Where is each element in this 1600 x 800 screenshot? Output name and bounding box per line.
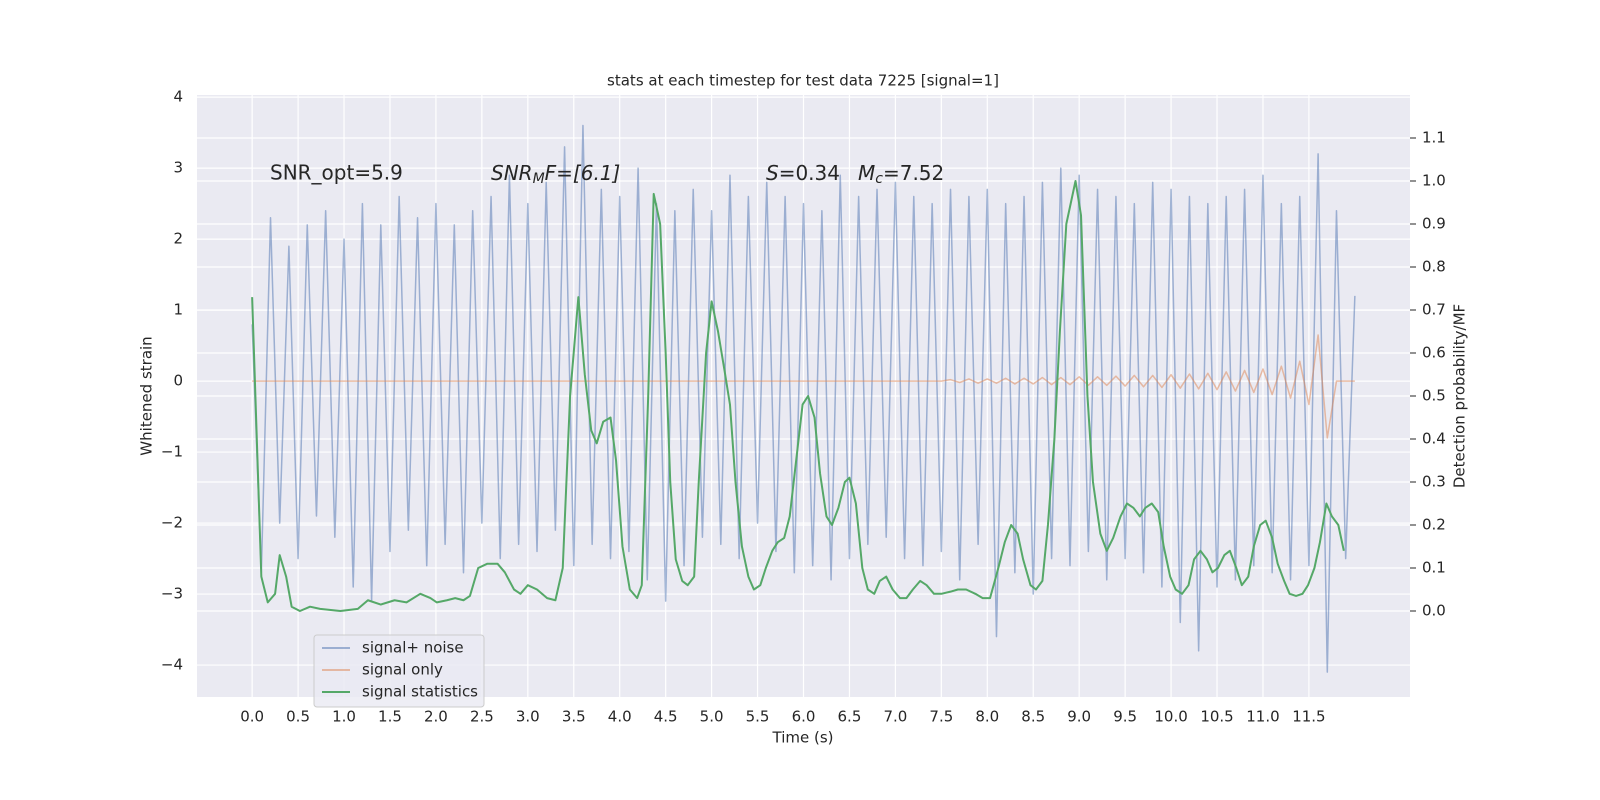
x-tick-label: 1.5 xyxy=(378,708,402,726)
y2-tick-label: 0.3 xyxy=(1422,473,1446,491)
chart-title: stats at each timestep for test data 722… xyxy=(607,72,999,90)
y-tick-label: 0 xyxy=(173,372,183,390)
annotation-part: S xyxy=(766,161,779,185)
series-line xyxy=(252,334,1355,439)
y2-tick-label: 1.1 xyxy=(1422,129,1446,147)
y2-tick-label: 0.2 xyxy=(1422,516,1446,534)
x-tick-label: 4.0 xyxy=(608,708,632,726)
y2-tick-label: 0.0 xyxy=(1422,602,1446,620)
x-tick-label: 1.0 xyxy=(332,708,356,726)
x-tick-label: 5.0 xyxy=(700,708,724,726)
x-tick-label: 8.5 xyxy=(1021,708,1045,726)
x-tick-label: 6.0 xyxy=(792,708,816,726)
legend-box xyxy=(313,634,485,708)
annotation-part: F=[6.1] xyxy=(545,161,621,185)
annotation-part: =7.52 xyxy=(883,161,944,185)
y2-tick-label: 0.5 xyxy=(1422,387,1446,405)
y-tick-label: −1 xyxy=(161,443,183,461)
legend-label: signal statistics xyxy=(362,683,478,701)
x-tick-label: 10.5 xyxy=(1200,708,1233,726)
y-tick-label: −3 xyxy=(161,585,183,603)
x-tick-label: 2.0 xyxy=(424,708,448,726)
annotation: S=0.34 xyxy=(766,161,840,185)
x-tick-label: 11.0 xyxy=(1246,708,1279,726)
y2-tick-label: 1.0 xyxy=(1422,172,1446,190)
labels: 0.0 0.5 1.0 1.5 2.0 2.5 3.0 3.5 4.0 4.5 5.0 5.5 6.0 6… xyxy=(161,88,1446,726)
x-tick-label: 3.5 xyxy=(562,708,586,726)
grid xyxy=(197,95,1410,697)
x-tick-label: 3.0 xyxy=(516,708,540,726)
annotation-part: M xyxy=(858,161,875,185)
x-tick-label: 8.0 xyxy=(975,708,999,726)
y2-tick-label: 0.1 xyxy=(1422,559,1446,577)
annotation: Mc=7.52 xyxy=(858,161,944,188)
legend-label: signal+ noise xyxy=(362,639,464,657)
marks xyxy=(251,124,1356,673)
y-tick-label: 4 xyxy=(173,88,183,106)
x-tick-label: 5.5 xyxy=(746,708,770,726)
annotation: SNRMF=[6.1] xyxy=(491,161,620,188)
annotation-part: =0.34 xyxy=(779,161,840,185)
x-tick-label: 11.5 xyxy=(1292,708,1325,726)
y2-tick-label: 0.8 xyxy=(1422,258,1446,276)
x-axis-label: Time (s) xyxy=(772,729,834,747)
x-tick-label: 7.0 xyxy=(883,708,907,726)
x-tick-label: 9.0 xyxy=(1067,708,1091,726)
x-tick-label: 7.5 xyxy=(929,708,953,726)
x-tick-label: 0.0 xyxy=(240,708,264,726)
series-line xyxy=(251,124,1356,673)
y-tick-label: 2 xyxy=(173,230,183,248)
y-tick-label: 3 xyxy=(173,159,183,177)
y2-tick-label: 0.4 xyxy=(1422,430,1446,448)
y2-tick-label: 0.7 xyxy=(1422,301,1446,319)
x-tick-label: 9.5 xyxy=(1113,708,1137,726)
x-tick-label: 2.5 xyxy=(470,708,494,726)
y2-axis-label: Detection probability/MF xyxy=(1451,304,1469,488)
y-tick-label: −4 xyxy=(161,656,183,674)
annotation-part: M xyxy=(533,171,545,187)
annotation: SNR_opt=5.9 xyxy=(270,161,403,185)
x-tick-label: 6.5 xyxy=(838,708,862,726)
x-tick-label: 0.5 xyxy=(286,708,310,726)
x-tick-label: 10.0 xyxy=(1154,708,1187,726)
series-line xyxy=(251,180,1345,612)
x-tick-label: 4.5 xyxy=(654,708,678,726)
y2-tick-label: 0.9 xyxy=(1422,215,1446,233)
annotation-part: SNR xyxy=(491,161,533,185)
y2-tick-label: 0.6 xyxy=(1422,344,1446,362)
legend-label: signal only xyxy=(362,661,443,679)
annotation-part: c xyxy=(875,171,883,187)
y-tick-label: −2 xyxy=(161,514,183,532)
y-tick-label: 1 xyxy=(173,301,183,319)
legend: signal+ noise signal only signal statistic… xyxy=(313,634,485,708)
y-axis-label: Whitened strain xyxy=(138,336,156,455)
